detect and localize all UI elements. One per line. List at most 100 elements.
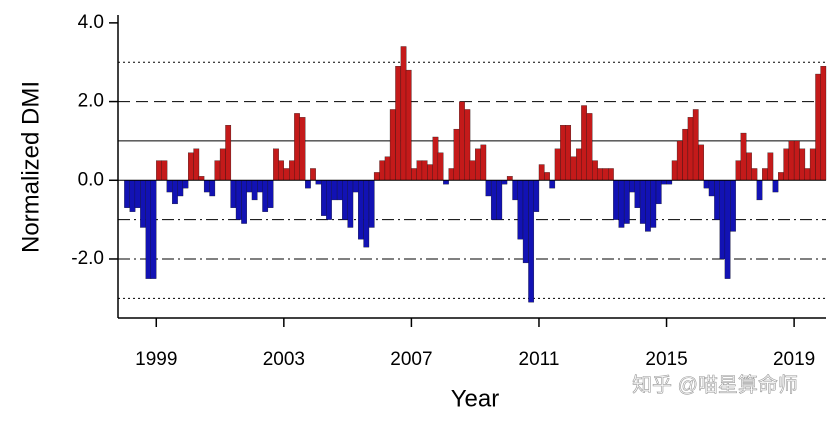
bar	[262, 180, 269, 212]
bar	[597, 168, 603, 181]
bar	[251, 180, 258, 201]
bar	[283, 168, 290, 181]
bar	[172, 180, 178, 205]
bar	[517, 180, 524, 240]
bar	[219, 148, 226, 181]
bar	[496, 180, 503, 220]
bar	[336, 180, 343, 201]
bar	[703, 180, 710, 189]
bar	[554, 148, 561, 181]
bar	[788, 140, 795, 181]
bar	[767, 152, 774, 181]
bar	[793, 140, 800, 181]
bar	[506, 176, 513, 181]
bar	[522, 180, 529, 264]
bar	[528, 180, 535, 303]
bar	[235, 180, 242, 220]
bar	[501, 180, 508, 185]
bar	[326, 180, 332, 220]
bar	[145, 180, 152, 279]
bar	[246, 180, 253, 193]
bar	[730, 180, 736, 232]
bar	[156, 160, 162, 181]
x-axis-label: Year	[451, 385, 500, 412]
bar	[820, 66, 827, 181]
bar	[214, 160, 221, 181]
bar	[405, 69, 412, 181]
bar	[480, 144, 487, 181]
bar	[257, 180, 263, 193]
bar	[708, 180, 715, 197]
bar	[533, 180, 540, 212]
bar	[692, 109, 699, 181]
bar	[549, 180, 556, 189]
bar	[357, 180, 364, 240]
bar	[193, 148, 200, 181]
bar	[660, 180, 667, 185]
y-tick-label: 2.0	[78, 91, 104, 112]
bar	[373, 172, 380, 181]
bar	[347, 180, 354, 228]
x-tick-label: 2015	[645, 349, 687, 370]
bar	[379, 160, 386, 181]
bar	[762, 168, 768, 181]
bar	[448, 168, 455, 181]
bar	[134, 180, 141, 208]
y-tick-label: -2.0	[71, 248, 104, 269]
bar	[166, 180, 173, 193]
x-tick-label: 2011	[519, 349, 560, 370]
bar	[342, 180, 348, 220]
bar	[299, 117, 306, 181]
bar	[804, 168, 811, 181]
bar	[778, 172, 784, 181]
bar	[570, 156, 577, 181]
bar	[623, 180, 630, 224]
watermark: 知乎 @喵星算命师	[632, 373, 798, 396]
bar	[363, 180, 370, 248]
bar	[576, 148, 582, 181]
bar	[198, 176, 205, 181]
bar	[645, 180, 651, 232]
bar	[177, 180, 184, 197]
bar	[464, 109, 471, 181]
bar	[490, 180, 497, 220]
bar	[698, 144, 705, 181]
bar	[384, 156, 391, 181]
bar	[400, 46, 407, 181]
bar	[475, 148, 481, 181]
bar	[427, 164, 433, 181]
bar	[432, 136, 439, 181]
bar	[203, 180, 210, 193]
bar	[315, 180, 322, 185]
bar	[321, 180, 327, 216]
bar	[560, 125, 566, 181]
bar	[544, 172, 550, 181]
bar	[443, 180, 449, 185]
bar	[294, 113, 300, 181]
x-tick-label: 1999	[135, 349, 177, 370]
bar	[124, 180, 130, 208]
bar	[278, 160, 284, 181]
bar	[634, 180, 641, 208]
x-tick-label: 2007	[390, 349, 432, 370]
bar	[740, 132, 747, 181]
bar	[161, 160, 168, 181]
bar	[592, 160, 598, 181]
bar	[650, 180, 657, 228]
bar	[581, 105, 587, 181]
bar	[150, 180, 157, 279]
bar	[799, 148, 806, 181]
bar	[182, 180, 189, 189]
bar	[602, 168, 609, 181]
bar	[751, 168, 758, 181]
bar	[719, 180, 726, 260]
bar	[512, 180, 519, 201]
bar	[687, 117, 694, 181]
bar	[437, 152, 444, 181]
bar	[629, 180, 635, 193]
bar	[416, 160, 423, 181]
bar	[682, 128, 689, 181]
x-tick-label: 2003	[263, 349, 305, 370]
bar	[565, 125, 572, 181]
